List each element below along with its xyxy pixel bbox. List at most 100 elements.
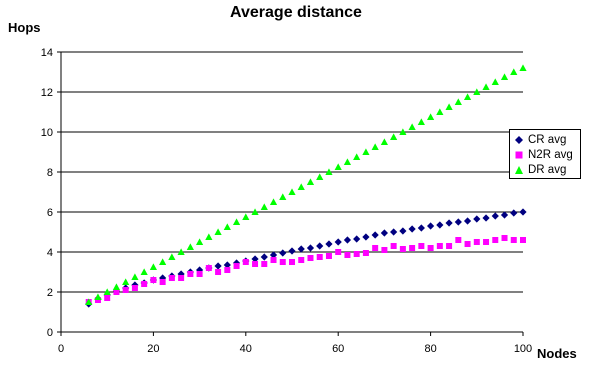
data-point [122,278,130,285]
data-point [353,235,361,243]
y-tick-label: 10 [41,127,53,139]
y-tick-label: 14 [41,47,53,59]
data-point [390,243,397,249]
y-tick-label: 12 [41,87,53,99]
data-point [242,213,250,220]
data-point [316,242,324,250]
data-point [372,245,379,251]
data-point [446,243,453,249]
data-point [473,88,481,95]
data-point [417,224,425,232]
data-point [252,261,259,267]
data-point [353,251,360,257]
data-point [260,253,268,261]
data-point [510,209,518,217]
data-point [196,271,203,277]
data-point [149,263,157,270]
data-point [269,251,278,259]
legend-item-n2r: N2R avg [514,147,580,162]
data-point [510,237,517,243]
legend-item-dr: DR avg [514,162,580,177]
grid-lines [61,51,523,293]
legend-label-n2r: N2R avg [528,148,573,161]
data-point [510,68,518,75]
data-point [113,289,120,295]
series-dr-avg [85,64,527,305]
data-point [288,247,296,255]
x-axis-label: Nodes [537,346,577,361]
data-point [334,238,342,246]
data-point [334,163,342,170]
data-point [353,153,361,160]
data-point [297,183,305,190]
data-point [343,158,352,165]
data-point [454,218,462,226]
data-point [362,233,370,241]
chart-title: Average distance [230,4,362,21]
data-point [159,258,167,265]
data-point [112,283,121,290]
tick-labels: 0 2 4 6 8 10 12 14 0 20 40 60 80 100 [41,47,532,355]
data-point [307,255,314,261]
data-point [427,245,434,251]
data-point [371,231,379,239]
data-point [427,113,435,120]
data-point [288,188,296,195]
data-point [215,269,222,275]
data-point [381,247,388,253]
data-point [159,279,166,285]
data-point [343,236,352,244]
x-tick-label: 20 [147,343,159,355]
data-point [205,233,213,240]
data-point [325,168,333,175]
data-point [223,223,231,230]
data-point [380,138,388,145]
data-point [325,240,333,248]
data-point [168,253,176,260]
data-point [186,243,194,250]
data-point [492,237,499,243]
data-point [325,253,332,259]
data-point [289,259,295,265]
data-point [104,295,111,301]
data-point [122,287,129,293]
data-point [306,244,315,252]
data-point [260,203,268,210]
data-point [482,83,490,90]
data-point [520,237,526,243]
data-point [362,250,369,256]
data-point [436,243,443,249]
data-series [85,64,527,308]
data-point [473,239,480,245]
legend-label-dr: DR avg [528,163,567,176]
series-cr-avg [85,208,527,308]
triangle-marker-icon [515,165,523,174]
data-point [214,228,222,235]
data-point [427,222,435,230]
data-point [224,267,231,273]
data-point [399,246,406,252]
data-point [279,193,287,200]
data-point [335,249,342,255]
data-point [270,257,277,263]
x-tick-label: 40 [240,343,252,355]
data-point [279,259,286,265]
data-point [344,252,351,258]
data-point [177,248,185,255]
data-point [103,288,111,295]
y-axis-label: Hops [8,20,41,35]
data-point [242,259,249,265]
diamond-marker-icon [515,135,523,144]
axes [57,51,524,336]
data-point [85,298,93,305]
y-tick-label: 8 [47,167,53,179]
x-tick-label: 80 [424,343,436,355]
x-tick-label: 100 [514,343,532,355]
data-point [500,73,509,80]
data-point [94,293,102,300]
data-point [196,238,204,245]
data-point [473,215,481,223]
data-point [483,239,490,245]
